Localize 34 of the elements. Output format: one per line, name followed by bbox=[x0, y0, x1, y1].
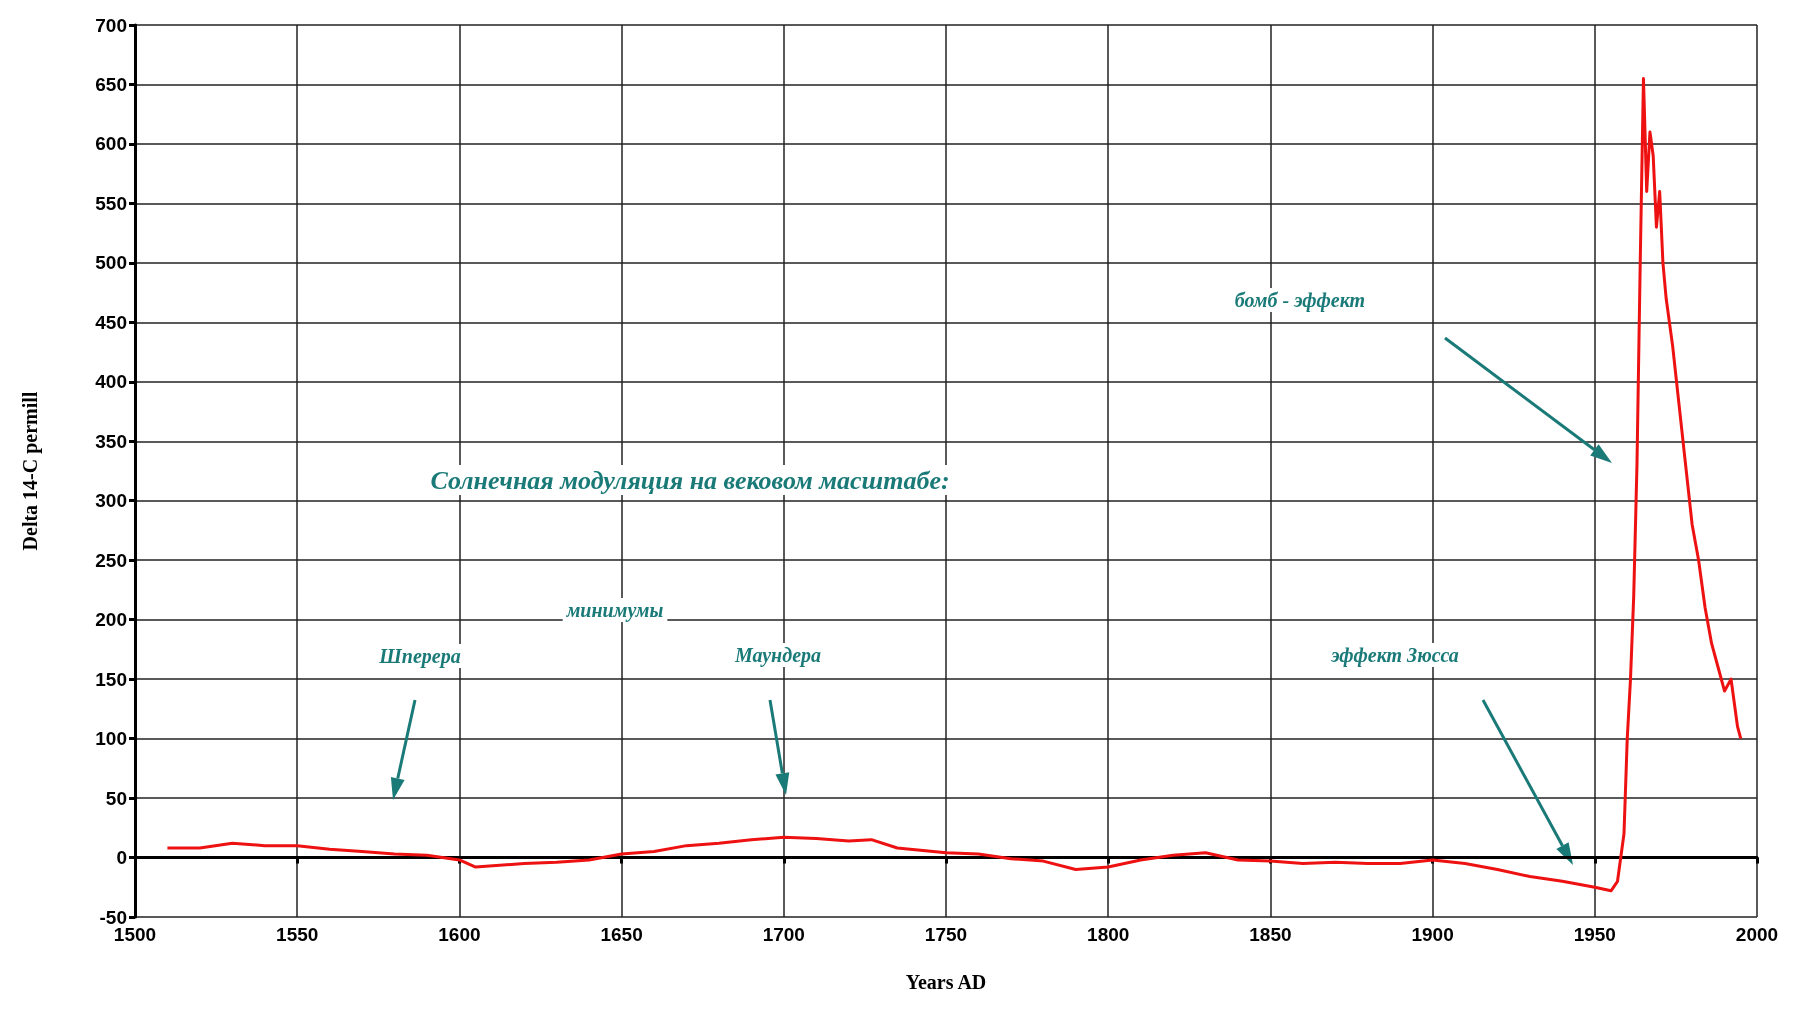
annotation: Маундера bbox=[733, 644, 822, 667]
x-axis-title: Years AD bbox=[905, 971, 987, 993]
x-tick-label: 1550 bbox=[276, 924, 319, 945]
y-tick-label: 350 bbox=[95, 430, 127, 452]
annotation: эффект Зюсса bbox=[1330, 644, 1459, 667]
annotation: минимумы bbox=[565, 599, 664, 622]
x-tick-label: 1750 bbox=[924, 924, 968, 945]
y-tick-label: 150 bbox=[95, 668, 127, 690]
annotation: Шперера bbox=[378, 645, 461, 668]
y-tick-label: 250 bbox=[95, 549, 127, 571]
x-tick-label: 1700 bbox=[762, 924, 805, 945]
y-tick-label: 600 bbox=[95, 133, 127, 155]
y-tick-label: 450 bbox=[95, 311, 127, 333]
x-tick-label: 1600 bbox=[438, 924, 481, 945]
x-tick-label: 1950 bbox=[1573, 924, 1616, 945]
y-tick-label: 300 bbox=[95, 490, 127, 512]
x-tick-label: 1650 bbox=[600, 924, 643, 945]
y-tick-label: 700 bbox=[95, 14, 127, 36]
y-tick-label: 650 bbox=[95, 73, 127, 95]
annotation: бомб - эффект bbox=[1234, 289, 1366, 312]
y-tick-label: 200 bbox=[95, 609, 127, 631]
y-tick-label: 0 bbox=[116, 847, 127, 869]
annotation: Солнечная модуляция на вековом масштабе: bbox=[430, 465, 950, 495]
x-tick-label: 1900 bbox=[1411, 924, 1454, 945]
y-tick-label: 500 bbox=[95, 252, 127, 274]
line-series bbox=[165, 77, 1743, 893]
x-tick-label: 1800 bbox=[1087, 924, 1130, 945]
y-tick-label: 100 bbox=[95, 728, 127, 750]
y-tick-label: 400 bbox=[95, 371, 127, 393]
y-tick-label: 50 bbox=[105, 787, 127, 809]
y-tick-label: 550 bbox=[95, 192, 127, 214]
x-tick-label: 1850 bbox=[1249, 924, 1292, 945]
y-axis-title: Delta 14-C permill bbox=[19, 391, 42, 551]
x-tick-label: 2000 bbox=[1735, 924, 1779, 945]
